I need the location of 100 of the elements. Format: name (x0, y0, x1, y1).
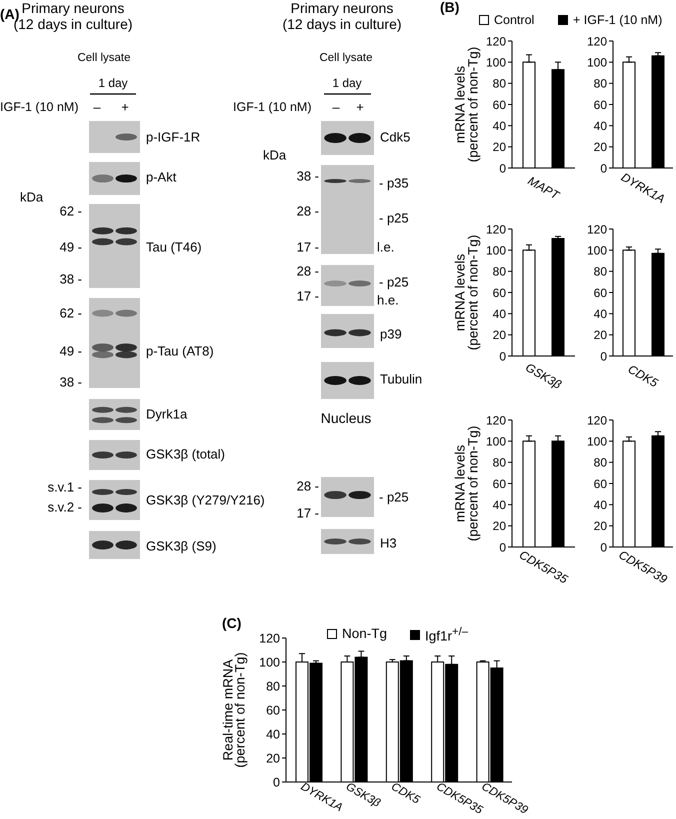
y-tick-label: 20 (594, 328, 608, 342)
y-tick-label: 100 (486, 434, 506, 448)
legend-label: Non-Tg (342, 626, 388, 641)
y-tick-label: 80 (492, 264, 506, 279)
text: (12 days in culture) (282, 16, 402, 32)
y-axis-title: mRNA levels (percent of non-Tg) (452, 426, 480, 542)
text: Tau (T46) (146, 240, 202, 254)
y-axis-title: mRNA levels (percent of non-Tg) (452, 234, 480, 350)
text: Primary neurons (290, 0, 394, 16)
y-tick-label: 100 (586, 434, 608, 448)
text: Primary neurons (22, 0, 124, 16)
text: 62 - (60, 204, 82, 218)
y-tick-label: 120 (586, 413, 608, 428)
y-tick-label: 0 (600, 349, 608, 364)
text: - p35 (379, 176, 409, 190)
y-tick-label: 80 (594, 76, 608, 91)
y-tick-label: 80 (492, 456, 506, 470)
text: - p25 (379, 274, 409, 290)
text: GSK3β (S9) (146, 538, 216, 554)
text: IGF-1 (10 nM) (0, 100, 78, 114)
text: Cdk5 (380, 130, 410, 144)
y-tick-label: 100 (259, 655, 280, 670)
chart-title: (B) (440, 0, 460, 15)
text: 49 - (60, 344, 82, 358)
text: - p25 (379, 210, 409, 226)
y-tick-label: 20 (492, 140, 506, 154)
text: 1 day (98, 76, 128, 90)
text: 62 - (60, 306, 82, 320)
y-tick-label: 40 (266, 727, 280, 742)
y-tick-label: 80 (594, 264, 608, 279)
text: Tubulin (380, 372, 422, 386)
text: GSK3β (Y279/Y216) (146, 492, 265, 508)
y-tick-label: 40 (594, 118, 608, 133)
y-tick-label: 120 (586, 222, 608, 236)
text: l.e. (377, 240, 394, 254)
text: s.v.1 - (48, 480, 82, 494)
text: p-Tau (AT8) (146, 344, 214, 358)
y-tick-label: 120 (486, 34, 506, 48)
chart-title: (C) (222, 615, 242, 631)
y-tick-label: 120 (259, 631, 280, 646)
text: 38 - (60, 272, 82, 286)
legend-label: Igf1r$^{+/–}$ (425, 626, 468, 644)
text: 17 - (296, 506, 319, 520)
text: Dyrk1a (146, 406, 188, 422)
y-tick-label: 60 (594, 286, 608, 300)
y-tick-label: 80 (266, 679, 280, 694)
text: GSK3β (total) (146, 446, 226, 462)
text: p-IGF-1R (146, 130, 200, 144)
y-tick-label: 100 (586, 55, 608, 70)
text: h.e. (377, 292, 399, 308)
y-tick-label: 20 (492, 519, 506, 534)
y-tick-label: 60 (492, 476, 506, 491)
text: + (121, 100, 129, 114)
y-tick-label: 60 (594, 476, 608, 491)
legend-label: + IGF-1 (10 nM) (573, 13, 662, 27)
text: 28 - (296, 204, 319, 218)
text: Cell lysate (319, 52, 373, 64)
y-tick-label: 20 (594, 140, 608, 154)
y-tick-label: 20 (266, 751, 280, 766)
text: – (93, 100, 102, 114)
text: kDa (20, 190, 44, 204)
text: 17 - (296, 240, 319, 254)
y-tick-label: 60 (266, 703, 280, 718)
text: - p25 (379, 490, 409, 504)
y-tick-label: 40 (594, 498, 608, 512)
y-tick-label: 80 (594, 456, 608, 470)
y-tick-label: 120 (586, 34, 608, 48)
y-tick-label: 40 (594, 306, 608, 321)
y-tick-label: 100 (486, 55, 506, 70)
y-tick-label: 0 (499, 540, 506, 554)
y-tick-label: 20 (594, 519, 608, 534)
text: H3 (380, 536, 397, 550)
y-tick-label: 60 (492, 286, 506, 300)
text: 38 - (60, 374, 82, 390)
text: Cell lysate (77, 52, 131, 64)
y-tick-label: 0 (499, 161, 506, 176)
y-tick-label: 120 (486, 413, 506, 428)
text: 1 day (332, 76, 362, 90)
y-axis-title: Real-time mRNA (percent of non-Tg) (220, 652, 248, 768)
text: 49 - (60, 240, 82, 254)
text: – (332, 100, 340, 114)
text: 28 - (296, 264, 319, 278)
y-tick-label: 60 (594, 98, 608, 112)
y-tick-label: 100 (486, 243, 506, 258)
x-tick-label: CDK5 (389, 780, 422, 807)
y-tick-label: 60 (492, 98, 506, 112)
y-tick-label: 40 (492, 306, 506, 321)
legend-label: Control (494, 13, 534, 27)
y-tick-label: 100 (586, 243, 608, 258)
y-tick-label: 0 (499, 349, 506, 364)
text: Nucleus (320, 410, 372, 426)
text: 28 - (296, 478, 319, 494)
y-tick-label: 120 (486, 222, 506, 236)
text: p-Akt (146, 170, 177, 184)
y-tick-label: 0 (600, 540, 608, 554)
y-tick-label: 20 (492, 328, 506, 342)
text: 17 - (296, 288, 319, 304)
y-tick-label: 40 (492, 498, 506, 512)
text: IGF-1 (10 nM) (233, 100, 312, 114)
y-tick-label: 40 (492, 118, 506, 133)
